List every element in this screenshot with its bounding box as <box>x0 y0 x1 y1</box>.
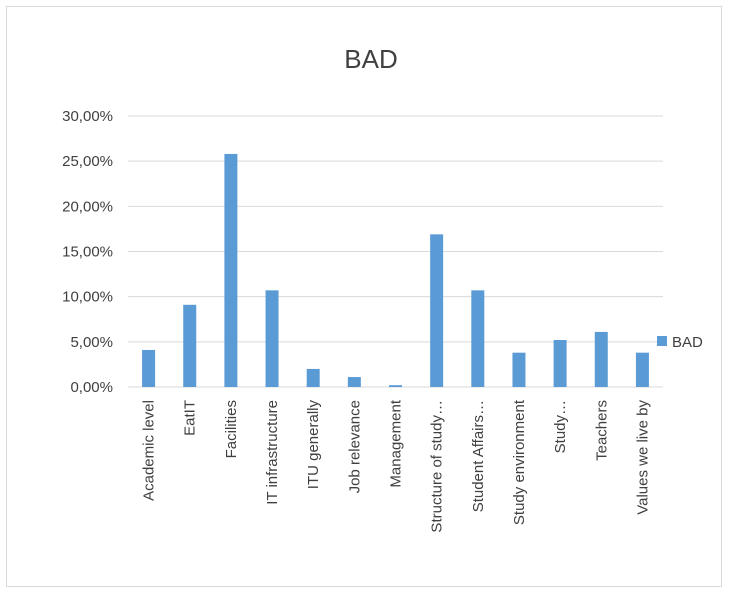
bar <box>430 234 444 387</box>
y-tick-label: 10,00% <box>62 289 113 306</box>
x-category-label: Facilities <box>223 400 240 458</box>
x-category-label: EatIT <box>182 400 199 436</box>
bar <box>224 153 238 387</box>
x-category-label: ITU generally <box>305 400 322 490</box>
x-category-label: Student Affairs… <box>470 400 487 512</box>
legend-swatch-bad <box>657 336 667 346</box>
legend-label-bad: BAD <box>672 334 703 351</box>
x-category-label: Job relevance <box>346 400 363 493</box>
chart-title: BAD <box>344 44 397 74</box>
y-tick-label: 20,00% <box>62 198 113 215</box>
x-category-label: Teachers <box>593 400 610 461</box>
y-tick-label: 15,00% <box>62 244 113 261</box>
x-category-label: IT infrastructure <box>264 400 281 505</box>
bar <box>512 352 526 387</box>
bar <box>306 368 320 387</box>
bar <box>265 290 279 387</box>
bar <box>471 290 485 387</box>
y-axis-tick-labels: 0,00% 5,00% 10,00% 15,00% 20,00% 25,00% 30,00% <box>62 108 113 396</box>
x-category-label: Study environment <box>511 399 528 525</box>
gridlines <box>128 115 663 388</box>
bar <box>183 304 197 387</box>
bar <box>553 340 567 387</box>
bar <box>594 331 608 387</box>
y-tick-label: 5,00% <box>70 334 113 351</box>
x-category-label: Structure of study… <box>429 400 446 533</box>
bar <box>347 377 361 387</box>
x-category-label: Study… <box>552 400 569 453</box>
bars <box>142 153 649 387</box>
x-category-label: Management <box>388 399 405 487</box>
y-tick-label: 0,00% <box>70 379 113 396</box>
legend: BAD <box>657 334 703 351</box>
bar <box>389 385 402 387</box>
bar <box>635 352 649 387</box>
bar <box>142 349 156 387</box>
x-category-label: Values we live by <box>634 400 651 515</box>
y-tick-label: 25,00% <box>62 153 113 170</box>
y-tick-label: 30,00% <box>62 108 113 125</box>
x-category-label: Academic level <box>141 400 158 501</box>
x-axis-category-labels: Academic level EatIT Facilities IT infrastr… <box>141 399 652 532</box>
